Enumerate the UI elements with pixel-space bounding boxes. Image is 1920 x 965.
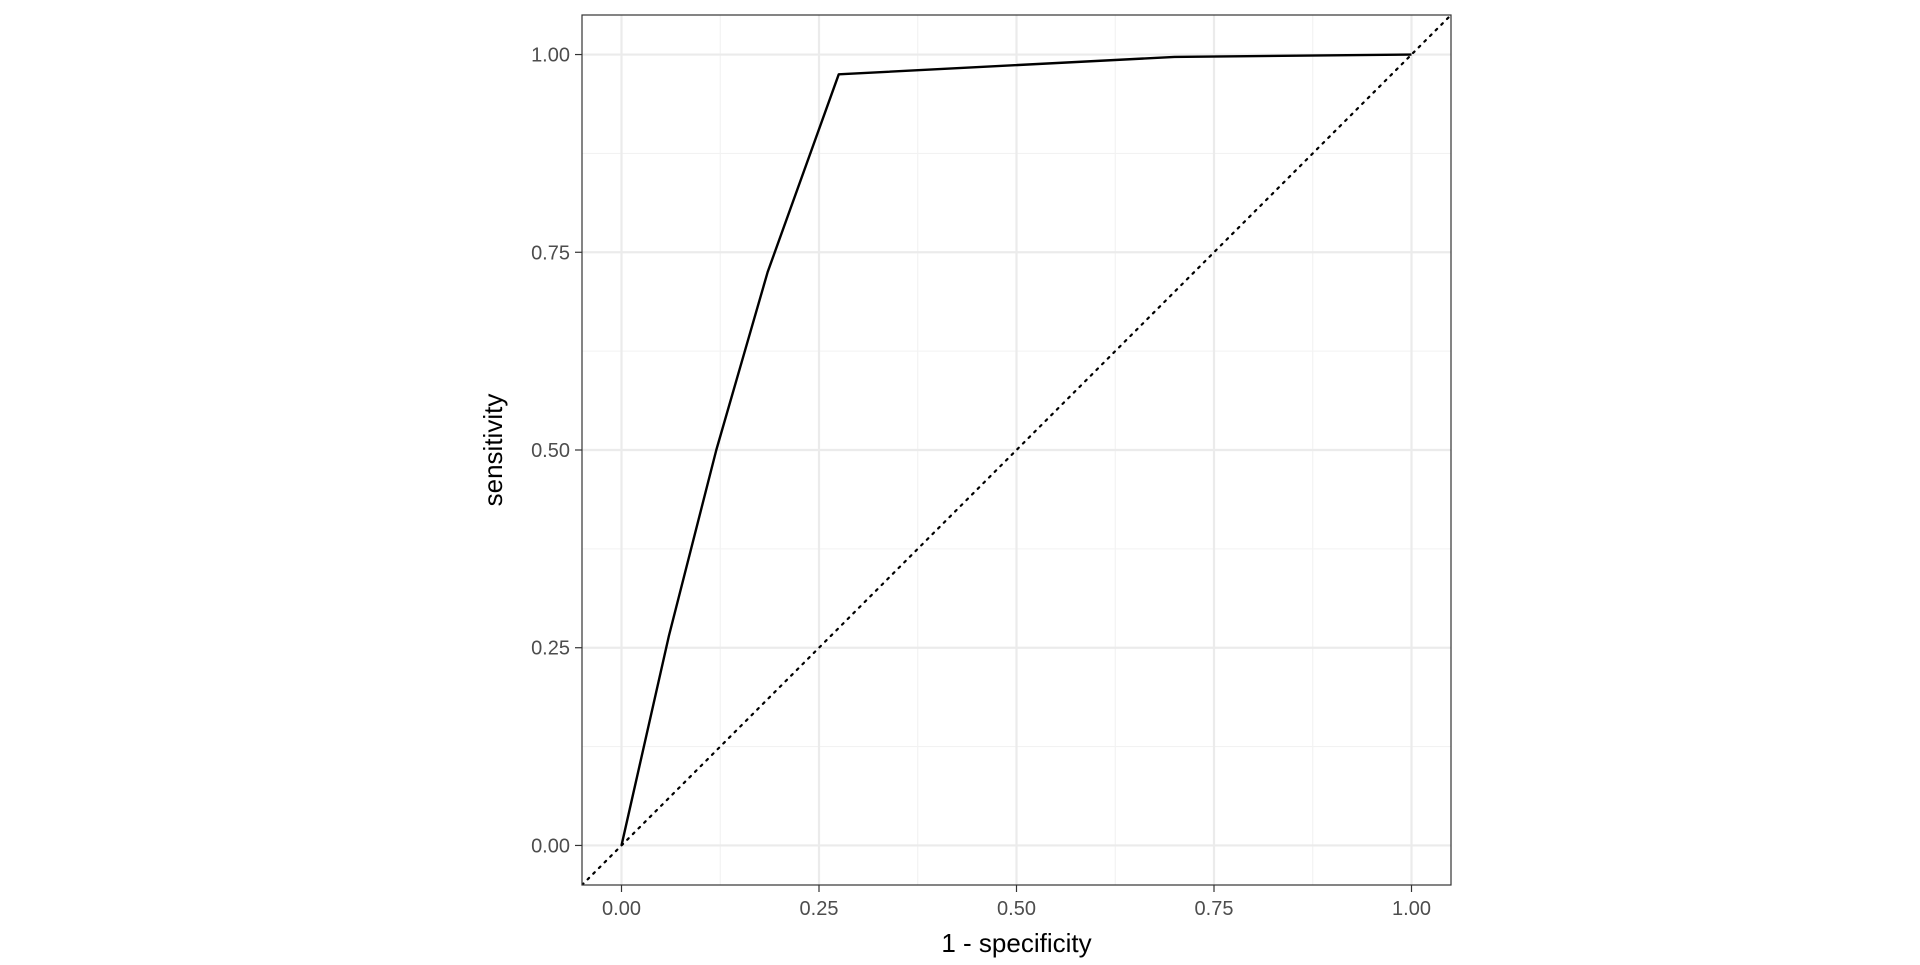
x-tick-label: 0.50	[997, 898, 1036, 920]
axes: 0.00 0.25 0.50 0.75 1.00 0.00 0.25 0.50 0.75 1.00	[531, 45, 1431, 920]
x-axis-title: 1 - specificity	[941, 928, 1091, 958]
x-tick-label: 0.75	[1195, 898, 1234, 920]
y-tick-label: 0.75	[531, 242, 570, 264]
y-tick-label: 0.25	[531, 638, 570, 660]
y-tick-label: 0.00	[531, 835, 570, 857]
y-tick-label: 1.00	[531, 45, 570, 67]
roc-curve-line	[620, 53, 1412, 846]
y-axis-title: sensitivity	[478, 394, 508, 507]
data-layer	[582, 15, 1451, 885]
x-tick-label: 0.25	[800, 898, 839, 920]
x-tick-label: 1.00	[1392, 898, 1431, 920]
y-tick-label: 0.50	[531, 440, 570, 462]
reference-diagonal-line	[582, 15, 1451, 885]
x-tick-label: 0.00	[602, 898, 641, 920]
major-gridlines	[582, 15, 1451, 885]
